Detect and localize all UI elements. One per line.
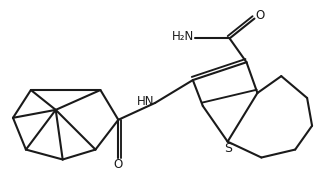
Text: S: S bbox=[224, 142, 233, 155]
Text: HN: HN bbox=[137, 95, 155, 108]
Text: O: O bbox=[113, 158, 122, 171]
Text: O: O bbox=[256, 9, 265, 22]
Text: H₂N: H₂N bbox=[172, 30, 194, 43]
